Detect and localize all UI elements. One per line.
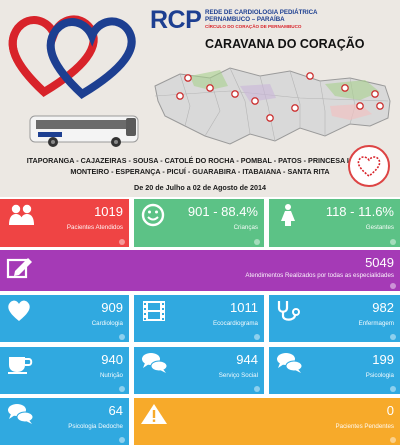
pacientes-pendentes-label: Pacientes Pendentes [335, 423, 394, 430]
cardiologia-value: 909 [101, 300, 123, 315]
enfermagem-label: Enfermagem [358, 320, 394, 327]
ecocardiograma-label: Ecocardiograma [212, 320, 258, 327]
logo-subtitle-line-1: REDE DE CARDIOLOGIA PEDIÁTRICA [205, 9, 318, 16]
pacientes-pendentes-value: 0 [386, 403, 394, 418]
pacientes-atendidos-tile[interactable]: 1019 Pacientes Atendidos [0, 199, 129, 247]
caravana-banner: RCP REDE DE CARDIOLOGIA PEDIÁTRICA PERNA… [0, 0, 400, 197]
heart-badge-icon [348, 145, 390, 187]
psicologia-label: Psicologia [365, 372, 394, 379]
woman-icon [281, 204, 295, 226]
ecocardiograma-tile[interactable]: 1011 Ecocardiograma [134, 295, 264, 342]
enfermagem-tile[interactable]: 982 Enfermagem [269, 295, 400, 342]
cities-line-2: MONTEIRO - ESPERANÇA - PICUÍ - GUARABIRA… [70, 167, 330, 176]
chat-icon [277, 353, 303, 373]
film-icon [143, 301, 165, 321]
chat-icon [8, 404, 34, 424]
pacientes-pendentes-tile[interactable]: 0 Pacientes Pendentes [134, 398, 400, 445]
hearts-logo-icon [8, 15, 136, 99]
rcp-logo-subtitle: REDE DE CARDIOLOGIA PEDIÁTRICA PERNAMBUC… [205, 9, 365, 31]
atendimentos-label: Atendimentos Realizados por todas as esp… [245, 272, 394, 279]
servico-social-value: 944 [236, 352, 258, 367]
pacientes-label: Pacientes Atendidos [66, 224, 123, 231]
cup-icon [8, 357, 33, 374]
warning-icon [141, 404, 167, 424]
more-icon[interactable] [119, 239, 125, 245]
cities-line-1: ITAPORANGA - CAJAZEIRAS - SOUSA - CATOLÉ… [26, 156, 374, 165]
more-icon[interactable] [390, 239, 396, 245]
edit-icon [6, 258, 32, 279]
servico-social-label: Serviço Social [218, 372, 258, 379]
chat-icon [142, 353, 168, 373]
atendimentos-value: 5049 [365, 255, 394, 270]
gestantes-tile[interactable]: 118 - 11.6% Gestantes [269, 199, 400, 247]
paraiba-map [154, 67, 391, 145]
more-icon[interactable] [119, 386, 125, 392]
servico-social-tile[interactable]: 944 Serviço Social [134, 347, 264, 394]
gestantes-value: 118 - 11.6% [325, 204, 394, 219]
more-icon[interactable] [390, 334, 396, 340]
nutricao-tile[interactable]: 940 Nutrição [0, 347, 129, 394]
banner-title: CARAVANA DO CORAÇÃO [205, 37, 365, 51]
psicologia-tile[interactable]: 199 Psicologia [269, 347, 400, 394]
rcp-logo: RCP [150, 6, 202, 34]
more-icon[interactable] [390, 437, 396, 443]
criancas-label: Crianças [233, 224, 258, 231]
bus-illustration [29, 115, 139, 147]
psicologia-dedoche-label: Psicologia Dedoche [68, 423, 123, 430]
more-icon[interactable] [119, 334, 125, 340]
logo-subtitle-line-3: CÍRCULO DO CORAÇÃO DE PERNAMBUCO [205, 24, 302, 30]
more-icon[interactable] [390, 386, 396, 392]
criancas-tile[interactable]: 901 - 88.4% Crianças [134, 199, 264, 247]
atendimentos-tile[interactable]: 5049 Atendimentos Realizados por todas a… [0, 250, 400, 291]
logo-subtitle-line-2: PERNAMBUCO – PARAÍBA [205, 16, 285, 24]
gestantes-label: Gestantes [365, 224, 394, 231]
psicologia-dedoche-value: 64 [108, 403, 123, 418]
cardiologia-label: Cardiologia [91, 320, 123, 327]
nutricao-value: 940 [101, 352, 123, 367]
more-icon[interactable] [254, 334, 260, 340]
more-icon[interactable] [119, 437, 125, 443]
people-icon [9, 204, 34, 225]
nutricao-label: Nutrição [99, 372, 123, 379]
smiley-icon [141, 203, 165, 227]
more-icon[interactable] [254, 239, 260, 245]
cardiologia-tile[interactable]: 909 Cardiologia [0, 295, 129, 342]
psicologia-dedoche-tile[interactable]: 64 Psicologia Dedoche [0, 398, 129, 445]
pacientes-value: 1019 [94, 204, 123, 219]
enfermagem-value: 982 [372, 300, 394, 315]
more-icon[interactable] [390, 283, 396, 289]
psicologia-value: 199 [372, 352, 394, 367]
stethoscope-icon [277, 301, 300, 321]
heart-icon [8, 300, 30, 321]
more-icon[interactable] [254, 386, 260, 392]
ecocardiograma-value: 1011 [230, 300, 258, 315]
criancas-value: 901 - 88.4% [187, 204, 258, 219]
campaign-dates: De 20 de Julho a 02 de Agosto de 2014 [134, 183, 266, 192]
